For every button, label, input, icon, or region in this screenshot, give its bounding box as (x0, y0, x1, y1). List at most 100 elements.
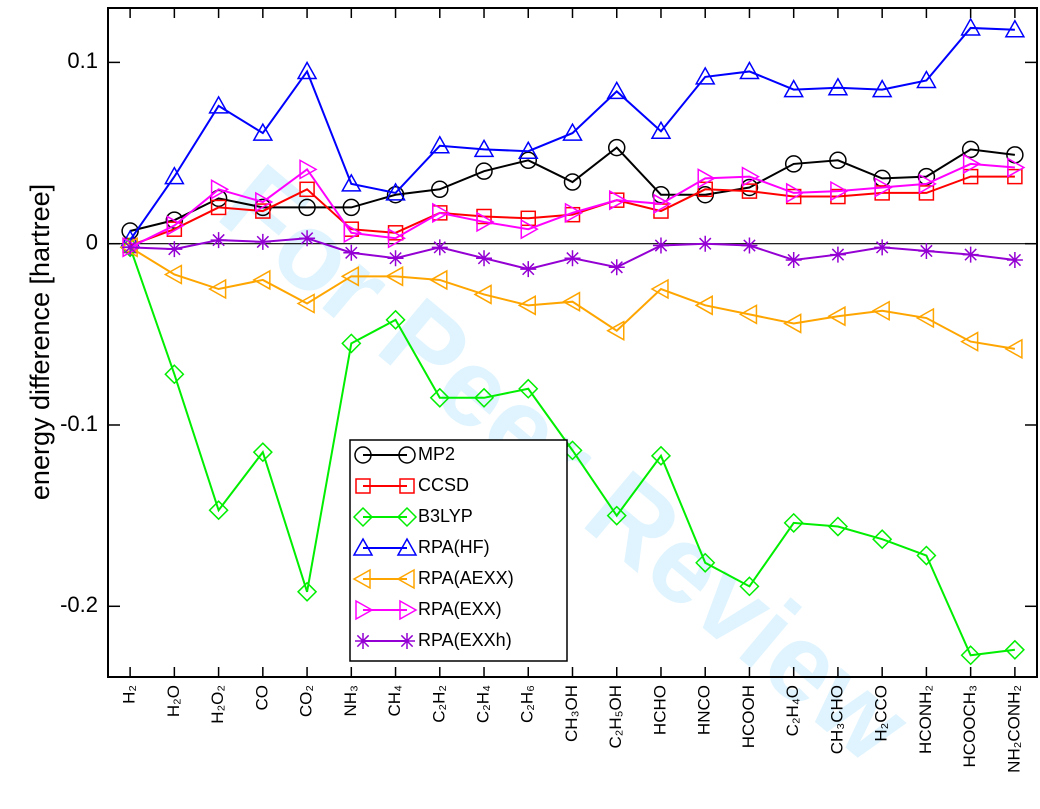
marker (653, 193, 672, 215)
marker (164, 166, 185, 185)
marker (741, 237, 758, 254)
marker (255, 191, 274, 213)
marker (431, 180, 449, 199)
marker (299, 230, 316, 247)
series-line (129, 162, 1015, 249)
marker (210, 179, 230, 200)
marker (387, 250, 404, 267)
marker (164, 364, 185, 385)
marker (354, 446, 372, 464)
marker (741, 183, 758, 199)
marker (738, 304, 758, 325)
marker (208, 278, 227, 300)
marker (385, 266, 404, 287)
marker (783, 79, 804, 98)
marker (385, 309, 406, 330)
x-tick-label: C₂H₆ (518, 685, 537, 723)
x-tick-label: NH₃ (341, 685, 360, 716)
marker (739, 60, 760, 80)
marker (650, 120, 672, 140)
marker (355, 478, 371, 494)
series-line (129, 246, 1016, 657)
x-tick-label: CH₃CHO (827, 685, 846, 754)
marker (783, 512, 804, 533)
marker (606, 80, 628, 100)
marker (298, 198, 316, 217)
marker (1004, 338, 1023, 360)
x-tick-label: HCOOH (739, 685, 758, 748)
marker (564, 202, 584, 224)
marker (962, 246, 979, 263)
marker (210, 232, 227, 249)
legend-label: RPA(AEXX) (418, 568, 514, 588)
marker (473, 284, 492, 305)
marker (606, 320, 625, 341)
marker (827, 77, 849, 96)
marker (517, 140, 539, 159)
marker (163, 264, 183, 285)
marker (874, 177, 893, 198)
x-tick-label: HCOOCH₃ (960, 685, 979, 767)
marker (352, 506, 374, 528)
marker (210, 199, 227, 216)
y-tick-label: 0 (86, 230, 98, 255)
marker (299, 159, 318, 180)
marker (916, 69, 937, 89)
marker (697, 235, 714, 252)
plot-frame (107, 7, 1038, 678)
marker (871, 79, 893, 98)
marker (352, 537, 374, 556)
x-tick-label: C₂H₄O (783, 685, 802, 736)
marker (694, 66, 716, 85)
marker (652, 237, 669, 254)
marker (520, 261, 537, 278)
marker (827, 516, 848, 537)
marker (1006, 252, 1023, 269)
marker (1004, 19, 1026, 38)
marker (650, 278, 669, 300)
marker (340, 266, 360, 287)
marker (254, 233, 271, 250)
marker (341, 173, 362, 192)
series-line (129, 246, 1016, 350)
legend-label: B3LYP (418, 506, 473, 526)
marker (208, 95, 229, 114)
x-tick-label: NH₂CONH₂ (1004, 685, 1023, 773)
marker (252, 269, 271, 291)
marker (396, 537, 418, 556)
marker (252, 442, 273, 463)
marker (396, 506, 418, 528)
marker (475, 162, 493, 180)
marker (827, 305, 846, 327)
marker (564, 250, 581, 267)
marker (741, 166, 760, 187)
x-tick-label: CO (252, 685, 271, 711)
marker (252, 122, 274, 141)
x-tick-label: H₂O₂ (208, 685, 227, 724)
marker (352, 568, 371, 590)
x-tick-label: H₂ (120, 685, 139, 704)
marker (476, 211, 495, 233)
series-line (129, 146, 1016, 232)
marker (299, 181, 315, 198)
marker (429, 135, 451, 154)
marker (343, 222, 362, 244)
marker (518, 378, 539, 399)
x-tick-label: C₂H₄ (474, 685, 493, 723)
marker (387, 227, 407, 249)
series-line (129, 175, 1015, 247)
marker (960, 17, 981, 36)
marker (785, 182, 805, 204)
marker (697, 181, 713, 198)
marker (431, 239, 448, 256)
marker (476, 250, 493, 267)
x-tick-label: HCHO (650, 685, 669, 735)
marker (607, 138, 626, 157)
marker (398, 446, 416, 464)
marker (399, 478, 415, 494)
legend-label: MP2 (418, 444, 455, 464)
marker (429, 269, 448, 291)
marker (385, 182, 406, 201)
marker (355, 633, 371, 649)
